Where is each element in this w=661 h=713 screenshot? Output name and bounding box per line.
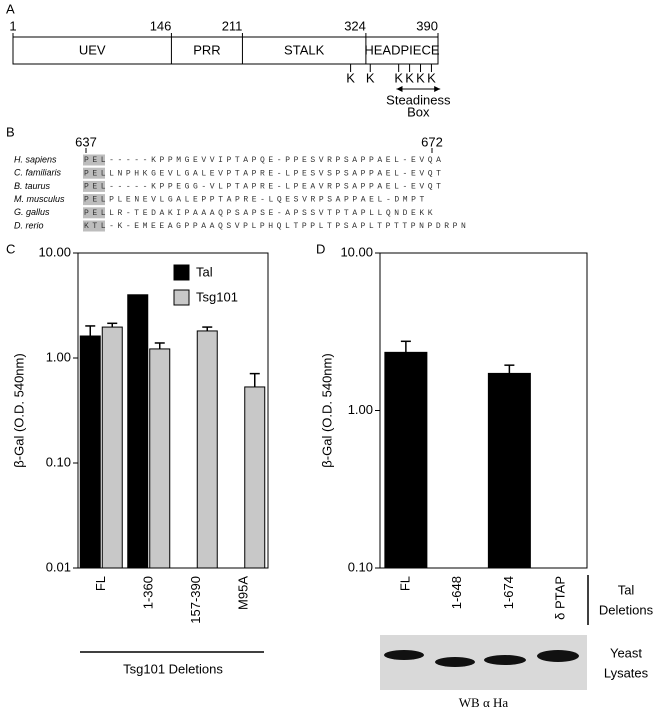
sequence: PEL-----KPPEGG-VLPTAPRE-LPEAVRPSAPPAEL-E…: [84, 183, 441, 192]
alignment-shade: [83, 180, 105, 192]
position-label: 637: [75, 134, 97, 149]
bar: [101, 326, 123, 569]
domain-label: UEV: [79, 42, 106, 57]
x-axis-label: Deletions: [599, 602, 654, 617]
x-tick-label: 1-360: [141, 576, 156, 609]
lysine-label: K: [427, 70, 436, 85]
position-label: 390: [416, 18, 438, 33]
legend-label: Tal: [196, 264, 213, 279]
legend-swatch: [173, 289, 190, 306]
lysine-label: K: [405, 70, 414, 85]
bar: [244, 386, 266, 569]
x-tick-label: M95A: [236, 576, 251, 610]
x-tick-label: 1-674: [501, 576, 516, 609]
y-tick-label: 0.01: [46, 559, 71, 574]
domain-label: PRR: [193, 42, 220, 57]
blot-label: Lysates: [604, 665, 649, 680]
lysine-label: K: [366, 70, 375, 85]
blot-caption: WB α Ha: [459, 695, 509, 710]
panel-label: A: [6, 1, 15, 16]
x-tick-label: δ PTAP: [553, 576, 568, 620]
lysine-label: K: [346, 70, 355, 85]
sequence: KTL-K-EMEEAGPPAAQSVPLPHQLTPPLTPSAPLTPTTP…: [84, 222, 466, 231]
legend-label: Tsg101: [196, 289, 238, 304]
x-axis-label: Tal: [618, 582, 635, 597]
alignment-shade: [83, 154, 105, 166]
x-tick-label: 1-648: [449, 576, 464, 609]
y-tick-label: 1.00: [348, 402, 373, 417]
panel-label: C: [6, 241, 15, 256]
species: M. musculus: [14, 194, 65, 204]
x-tick-label: FL: [397, 576, 412, 591]
position-label: 211: [222, 18, 243, 33]
y-tick-label: 0.10: [46, 454, 71, 469]
lysine-label: K: [416, 70, 425, 85]
alignment-shade: [83, 220, 105, 232]
bar: [149, 348, 171, 569]
sequence: PELLNPHKGEVLGALEVPTAPRE-LPESVSPSAPPAEL-E…: [84, 169, 441, 178]
blot-label: Yeast: [610, 645, 642, 660]
y-tick-label: 0.10: [348, 559, 373, 574]
bar: [127, 294, 149, 569]
y-tick-label: 1.00: [46, 349, 71, 364]
blot-band: [435, 657, 475, 667]
species: H. sapiens: [14, 154, 57, 164]
x-tick-label: 157-390: [188, 576, 203, 624]
bar: [384, 351, 428, 569]
position-label: 672: [421, 134, 443, 149]
y-axis-label: β-Gal (O.D. 540nm): [11, 353, 26, 467]
species: B. taurus: [14, 181, 51, 191]
species: G. gallus: [14, 207, 50, 217]
x-axis-label: Tsg101 Deletions: [123, 661, 223, 676]
blot-band: [384, 650, 424, 660]
steadiness-label: Box: [407, 104, 430, 119]
x-tick-label: FL: [93, 576, 108, 591]
y-axis-label: β-Gal (O.D. 540nm): [319, 353, 334, 467]
panel-label: B: [6, 124, 15, 139]
legend-swatch: [173, 264, 190, 281]
species: C. familiaris: [14, 168, 62, 178]
position-label: 146: [150, 18, 172, 33]
steadiness-label: Steadiness: [386, 92, 451, 107]
alignment-shade: [83, 194, 105, 206]
sequence: PELLR-TEDAKIPAAAQPSAPSE-APSSVTPTAPLLQNDE…: [84, 209, 433, 218]
y-tick-label: 10.00: [340, 244, 373, 259]
position-label: 1: [9, 18, 16, 33]
alignment-shade: [83, 207, 105, 219]
protein-bar: [12, 36, 439, 65]
domain-label: HEADPIECE: [364, 42, 439, 57]
position-label: 324: [344, 18, 366, 33]
bar: [196, 330, 218, 569]
domain-label: STALK: [284, 42, 325, 57]
panel-label: D: [316, 241, 325, 256]
lysine-label: K: [394, 70, 403, 85]
bar: [487, 372, 531, 569]
bar: [79, 335, 101, 569]
sequence: PEL-----KPPMGEVVIPTAPQE-PPESVRPSAPPAEL-E…: [84, 156, 441, 165]
alignment-shade: [83, 167, 105, 179]
western-blot: [380, 635, 587, 690]
species: D. rerio: [14, 220, 44, 230]
blot-band: [484, 655, 526, 665]
plot-frame: [77, 252, 269, 569]
y-tick-label: 10.00: [38, 244, 71, 259]
blot-band: [537, 650, 579, 662]
sequence: PELPLENEVLGALEPPTAPRE-LQESVRPSAPPAEL-DMP…: [84, 196, 424, 205]
